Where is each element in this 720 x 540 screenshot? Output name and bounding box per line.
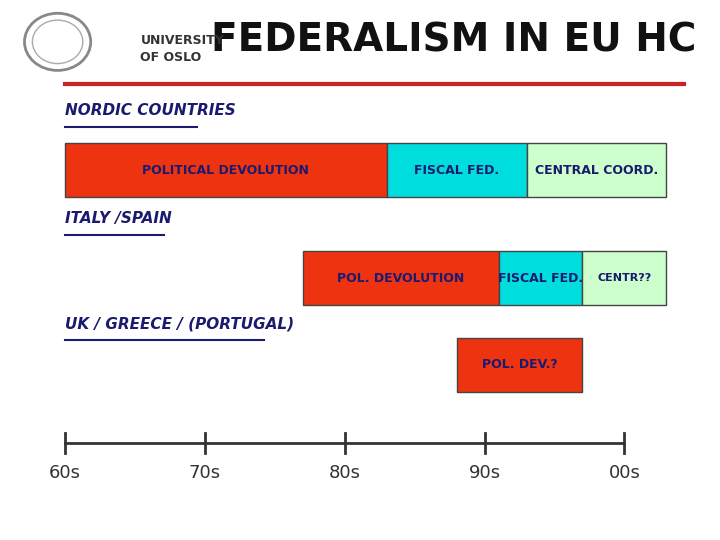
Text: 70s: 70s bbox=[189, 464, 221, 482]
FancyBboxPatch shape bbox=[498, 251, 582, 305]
Text: ITALY /SPAIN: ITALY /SPAIN bbox=[65, 211, 171, 226]
FancyBboxPatch shape bbox=[65, 143, 387, 197]
Text: CENTR??: CENTR?? bbox=[598, 273, 652, 283]
Text: POLITICAL DEVOLUTION: POLITICAL DEVOLUTION bbox=[143, 164, 309, 177]
Text: CENTRAL COORD.: CENTRAL COORD. bbox=[535, 164, 658, 177]
Text: POL. DEV.?: POL. DEV.? bbox=[482, 358, 557, 371]
FancyBboxPatch shape bbox=[302, 251, 498, 305]
Text: POL. DEVOLUTION: POL. DEVOLUTION bbox=[337, 272, 464, 285]
FancyBboxPatch shape bbox=[526, 143, 667, 197]
Text: 00s: 00s bbox=[608, 464, 640, 482]
Text: 2005: 2005 bbox=[690, 256, 708, 306]
Text: 60s: 60s bbox=[49, 464, 81, 482]
Text: FISCAL FED.: FISCAL FED. bbox=[498, 272, 583, 285]
FancyBboxPatch shape bbox=[582, 251, 667, 305]
FancyBboxPatch shape bbox=[456, 338, 582, 392]
Text: UK / GREECE / (PORTUGAL): UK / GREECE / (PORTUGAL) bbox=[65, 316, 294, 332]
Text: NORDIC COUNTRIES: NORDIC COUNTRIES bbox=[65, 103, 235, 118]
Text: 80s: 80s bbox=[328, 464, 361, 482]
FancyBboxPatch shape bbox=[387, 143, 526, 197]
Text: FEDERALISM IN EU HC: FEDERALISM IN EU HC bbox=[211, 22, 696, 59]
Text: 90s: 90s bbox=[469, 464, 500, 482]
Text: FISCAL FED.: FISCAL FED. bbox=[414, 164, 499, 177]
Text: UNIVERSITY
OF OSLO: UNIVERSITY OF OSLO bbox=[140, 33, 224, 64]
